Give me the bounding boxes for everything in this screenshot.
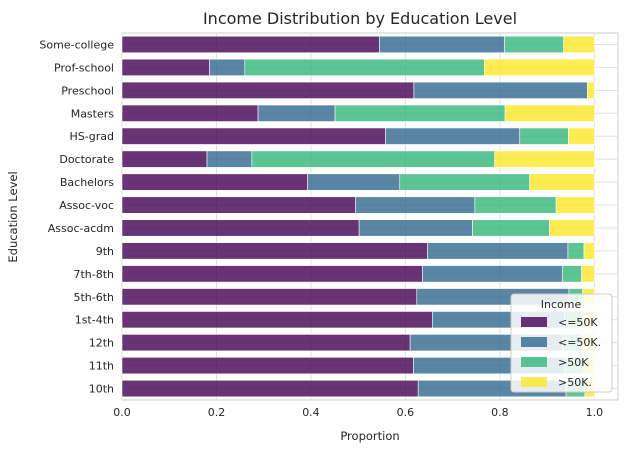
bar-segment <box>581 265 595 283</box>
bar-segment <box>121 196 356 214</box>
legend-label: <=50K. <box>558 336 601 349</box>
y-tick-label: 11th <box>89 360 114 373</box>
legend-title: Income <box>541 298 582 311</box>
legend-label: >50K <box>558 356 589 369</box>
bar-segment <box>121 150 208 168</box>
y-tick-label: Assoc-voc <box>59 199 114 212</box>
bar-segment <box>427 242 569 260</box>
bar-segment <box>206 150 253 168</box>
bar-segment <box>413 81 588 99</box>
bar-segment <box>504 35 564 54</box>
x-tick-label: 0.0 <box>113 406 131 419</box>
x-tick-label: 0.2 <box>208 406 226 419</box>
y-tick-label: Bachelors <box>60 176 114 189</box>
legend-label: >50K. <box>558 376 592 389</box>
bar-segment <box>529 173 595 191</box>
bar-segment <box>121 58 210 76</box>
bar-segment <box>121 357 414 375</box>
legend-swatch <box>521 377 547 387</box>
x-tick-label: 0.6 <box>397 406 415 419</box>
x-axis-label: Proportion <box>340 429 399 443</box>
legend: Income <=50K <=50K. >50K >50K. <box>510 293 613 393</box>
y-tick-label: HS-grad <box>70 130 114 143</box>
x-tick-label: 0.4 <box>302 406 320 419</box>
bar-segment <box>257 104 336 122</box>
bar-segment <box>379 35 505 54</box>
y-tick-label: 5th-6th <box>73 291 114 304</box>
x-tick-labels: 0.0 0.2 0.4 0.6 0.8 1.0 <box>113 406 603 419</box>
bar-segment <box>121 173 308 191</box>
x-tick-label: 1.0 <box>586 406 604 419</box>
bar-segment <box>355 196 476 214</box>
bar-segment <box>385 127 521 145</box>
bar-segment <box>121 104 259 122</box>
y-axis-label: Education Level <box>6 171 20 262</box>
bar-segment <box>586 81 595 99</box>
y-tick-label: 9th <box>96 245 114 258</box>
bar-segment <box>307 173 401 191</box>
y-tick-label: 7th-8th <box>73 268 114 281</box>
y-tick-label: Prof-school <box>54 61 114 74</box>
bar-segment <box>121 311 433 329</box>
bar-segment <box>121 379 419 398</box>
bar-segment <box>121 242 428 260</box>
y-tick-label: Doctorate <box>59 153 114 166</box>
bar-segment <box>121 334 411 352</box>
bar-segment <box>121 127 386 145</box>
bar-segment <box>549 219 595 237</box>
y-tick-label: Masters <box>71 107 115 120</box>
y-tick-labels: Some-college Prof-school Preschool Masters H… <box>39 38 114 395</box>
legend-label: <=50K <box>558 316 598 329</box>
bar-segment <box>334 104 506 122</box>
bar-segment <box>555 196 595 214</box>
bar-segment <box>484 58 595 76</box>
bar-segment <box>399 173 530 191</box>
bar-segment <box>567 242 585 260</box>
bar-segment <box>519 127 569 145</box>
bar-segment <box>121 288 418 306</box>
legend-swatch <box>521 337 547 347</box>
bar-segment <box>121 265 423 283</box>
bar-segment <box>568 127 595 145</box>
chart-title: Income Distribution by Education Level <box>203 9 517 28</box>
y-tick-label: 1st-4th <box>75 314 114 327</box>
y-tick-label: Preschool <box>61 84 114 97</box>
bar-segment <box>474 196 557 214</box>
legend-swatch <box>521 357 547 367</box>
bar-segment <box>472 219 550 237</box>
bar-segment <box>583 242 595 260</box>
bar-segment <box>504 104 595 122</box>
bar-segment <box>121 35 380 54</box>
bar-segment <box>494 150 595 168</box>
legend-swatch <box>521 317 547 327</box>
bar-segment <box>121 219 360 237</box>
bar-segment <box>563 35 595 54</box>
bar-segment <box>251 150 496 168</box>
bar-segment <box>121 81 415 99</box>
bar-segment <box>561 265 582 283</box>
bar-segment <box>358 219 473 237</box>
bar-segment <box>244 58 485 76</box>
y-tick-label: 10th <box>89 383 114 396</box>
bar-segment <box>209 58 246 76</box>
bar-segment <box>422 265 563 283</box>
y-tick-label: 12th <box>89 337 114 350</box>
y-tick-label: Some-college <box>39 38 114 51</box>
y-tick-label: Assoc-acdm <box>48 222 114 235</box>
x-tick-label: 0.8 <box>491 406 509 419</box>
